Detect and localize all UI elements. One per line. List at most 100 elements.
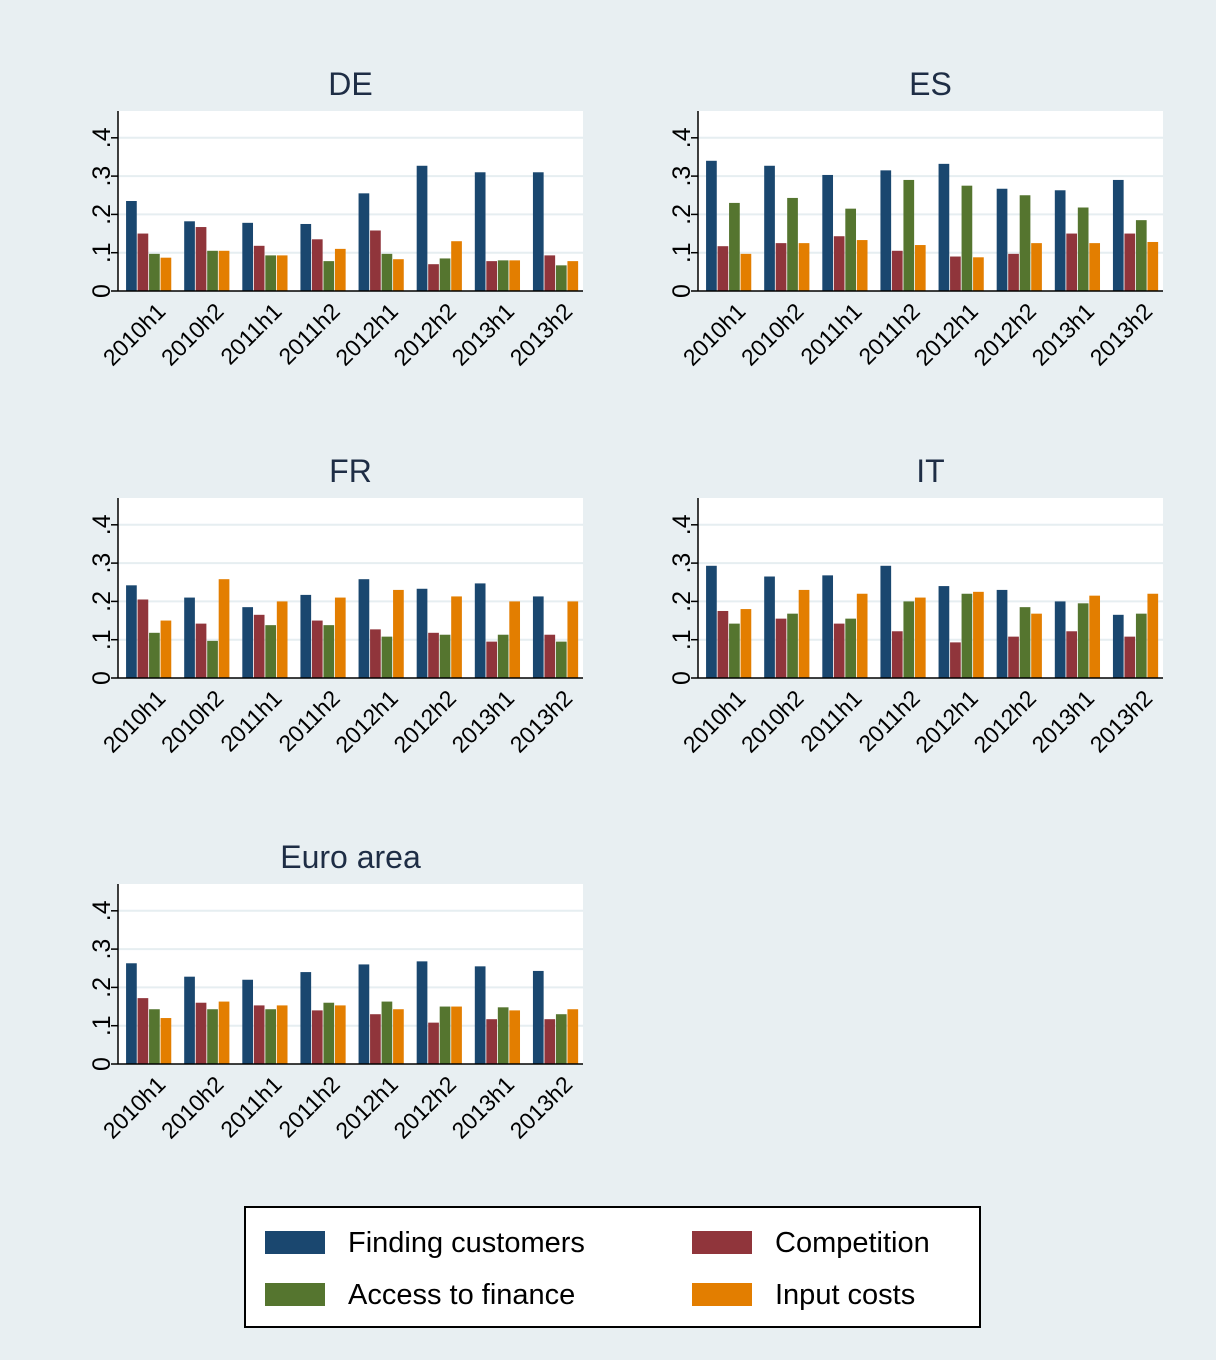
- bar: [1147, 241, 1159, 291]
- bar: [706, 160, 717, 291]
- y-tick-label: .2: [88, 204, 116, 225]
- y-tick-label: 0: [88, 671, 116, 685]
- bar: [1008, 636, 1019, 678]
- bar: [544, 255, 556, 291]
- bar: [706, 565, 717, 678]
- bar: [938, 586, 950, 678]
- bar: [323, 261, 335, 291]
- chart-title: DE: [328, 66, 372, 102]
- bar: [1112, 179, 1124, 291]
- bar: [798, 243, 810, 291]
- bar: [787, 197, 798, 291]
- y-tick-label: .3: [668, 166, 696, 187]
- bar: [555, 1014, 567, 1064]
- bar: [334, 248, 346, 291]
- bar: [195, 1002, 207, 1064]
- bar: [996, 188, 1008, 291]
- bar: [1089, 243, 1101, 291]
- bar: [358, 193, 370, 291]
- bar: [416, 588, 428, 678]
- bar: [532, 172, 544, 291]
- bar: [1031, 243, 1042, 291]
- legend-label: Access to finance: [348, 1279, 575, 1311]
- bar: [833, 236, 845, 291]
- bar: [740, 253, 752, 291]
- bar: [311, 1010, 323, 1064]
- bar: [218, 250, 230, 291]
- bar: [451, 241, 462, 291]
- bar: [1077, 603, 1089, 678]
- y-tick-label: .2: [668, 591, 696, 612]
- bar: [265, 255, 277, 291]
- bar: [218, 1001, 230, 1064]
- bar: [729, 202, 740, 291]
- bar: [1008, 253, 1019, 291]
- bar: [764, 165, 775, 291]
- bar: [822, 174, 834, 291]
- y-tick-label: .2: [88, 977, 116, 998]
- bar: [416, 165, 428, 291]
- y-tick-label: 0: [668, 671, 696, 685]
- y-tick-label: .2: [668, 204, 696, 225]
- bar: [914, 245, 926, 291]
- y-tick-label: .4: [88, 514, 116, 535]
- bar: [265, 1009, 277, 1064]
- bar: [242, 607, 254, 678]
- bar: [381, 1001, 393, 1064]
- y-tick-label: .3: [668, 553, 696, 574]
- bar: [207, 250, 218, 291]
- bar: [856, 593, 868, 678]
- bar: [903, 601, 915, 678]
- bar: [856, 240, 868, 291]
- bar: [486, 261, 498, 291]
- bar: [891, 631, 903, 678]
- bar: [497, 1007, 509, 1064]
- bar: [323, 625, 335, 678]
- bar: [253, 614, 265, 678]
- bar: [416, 961, 428, 1064]
- legend-label: Input costs: [775, 1279, 915, 1311]
- chart-title: Euro area: [280, 839, 421, 875]
- bar: [1124, 233, 1136, 291]
- bar: [265, 625, 277, 678]
- bar: [775, 243, 787, 291]
- bar: [207, 1009, 218, 1064]
- bar: [961, 593, 973, 678]
- bar: [567, 601, 579, 678]
- bar: [729, 623, 740, 678]
- bar: [439, 1006, 451, 1064]
- bar: [300, 594, 312, 678]
- bar: [126, 585, 137, 678]
- bar: [393, 259, 404, 291]
- bar: [555, 265, 567, 291]
- bar: [370, 230, 381, 291]
- bar: [393, 1009, 404, 1064]
- bar: [497, 634, 509, 678]
- bar: [1054, 190, 1066, 291]
- bar: [1019, 607, 1031, 678]
- y-tick-label: .1: [668, 242, 696, 263]
- bar: [555, 641, 567, 678]
- bar: [160, 620, 172, 678]
- y-tick-label: 0: [88, 284, 116, 298]
- bar: [532, 970, 544, 1064]
- bar: [1031, 613, 1042, 678]
- bar: [950, 642, 961, 678]
- bar: [474, 583, 486, 678]
- bar: [1135, 613, 1147, 678]
- bar: [428, 632, 439, 678]
- bar: [334, 597, 346, 678]
- bar: [242, 222, 254, 291]
- legend-swatch: [265, 1231, 325, 1254]
- bar: [358, 579, 370, 678]
- legend-label: Competition: [775, 1227, 930, 1259]
- y-tick-label: .3: [88, 939, 116, 960]
- bar: [1066, 631, 1078, 678]
- bar: [486, 641, 498, 678]
- chart-title: IT: [916, 453, 944, 489]
- bar: [1066, 233, 1078, 291]
- bar: [798, 589, 810, 678]
- chart-title: FR: [329, 453, 372, 489]
- bar: [845, 208, 857, 291]
- y-tick-label: .3: [88, 166, 116, 187]
